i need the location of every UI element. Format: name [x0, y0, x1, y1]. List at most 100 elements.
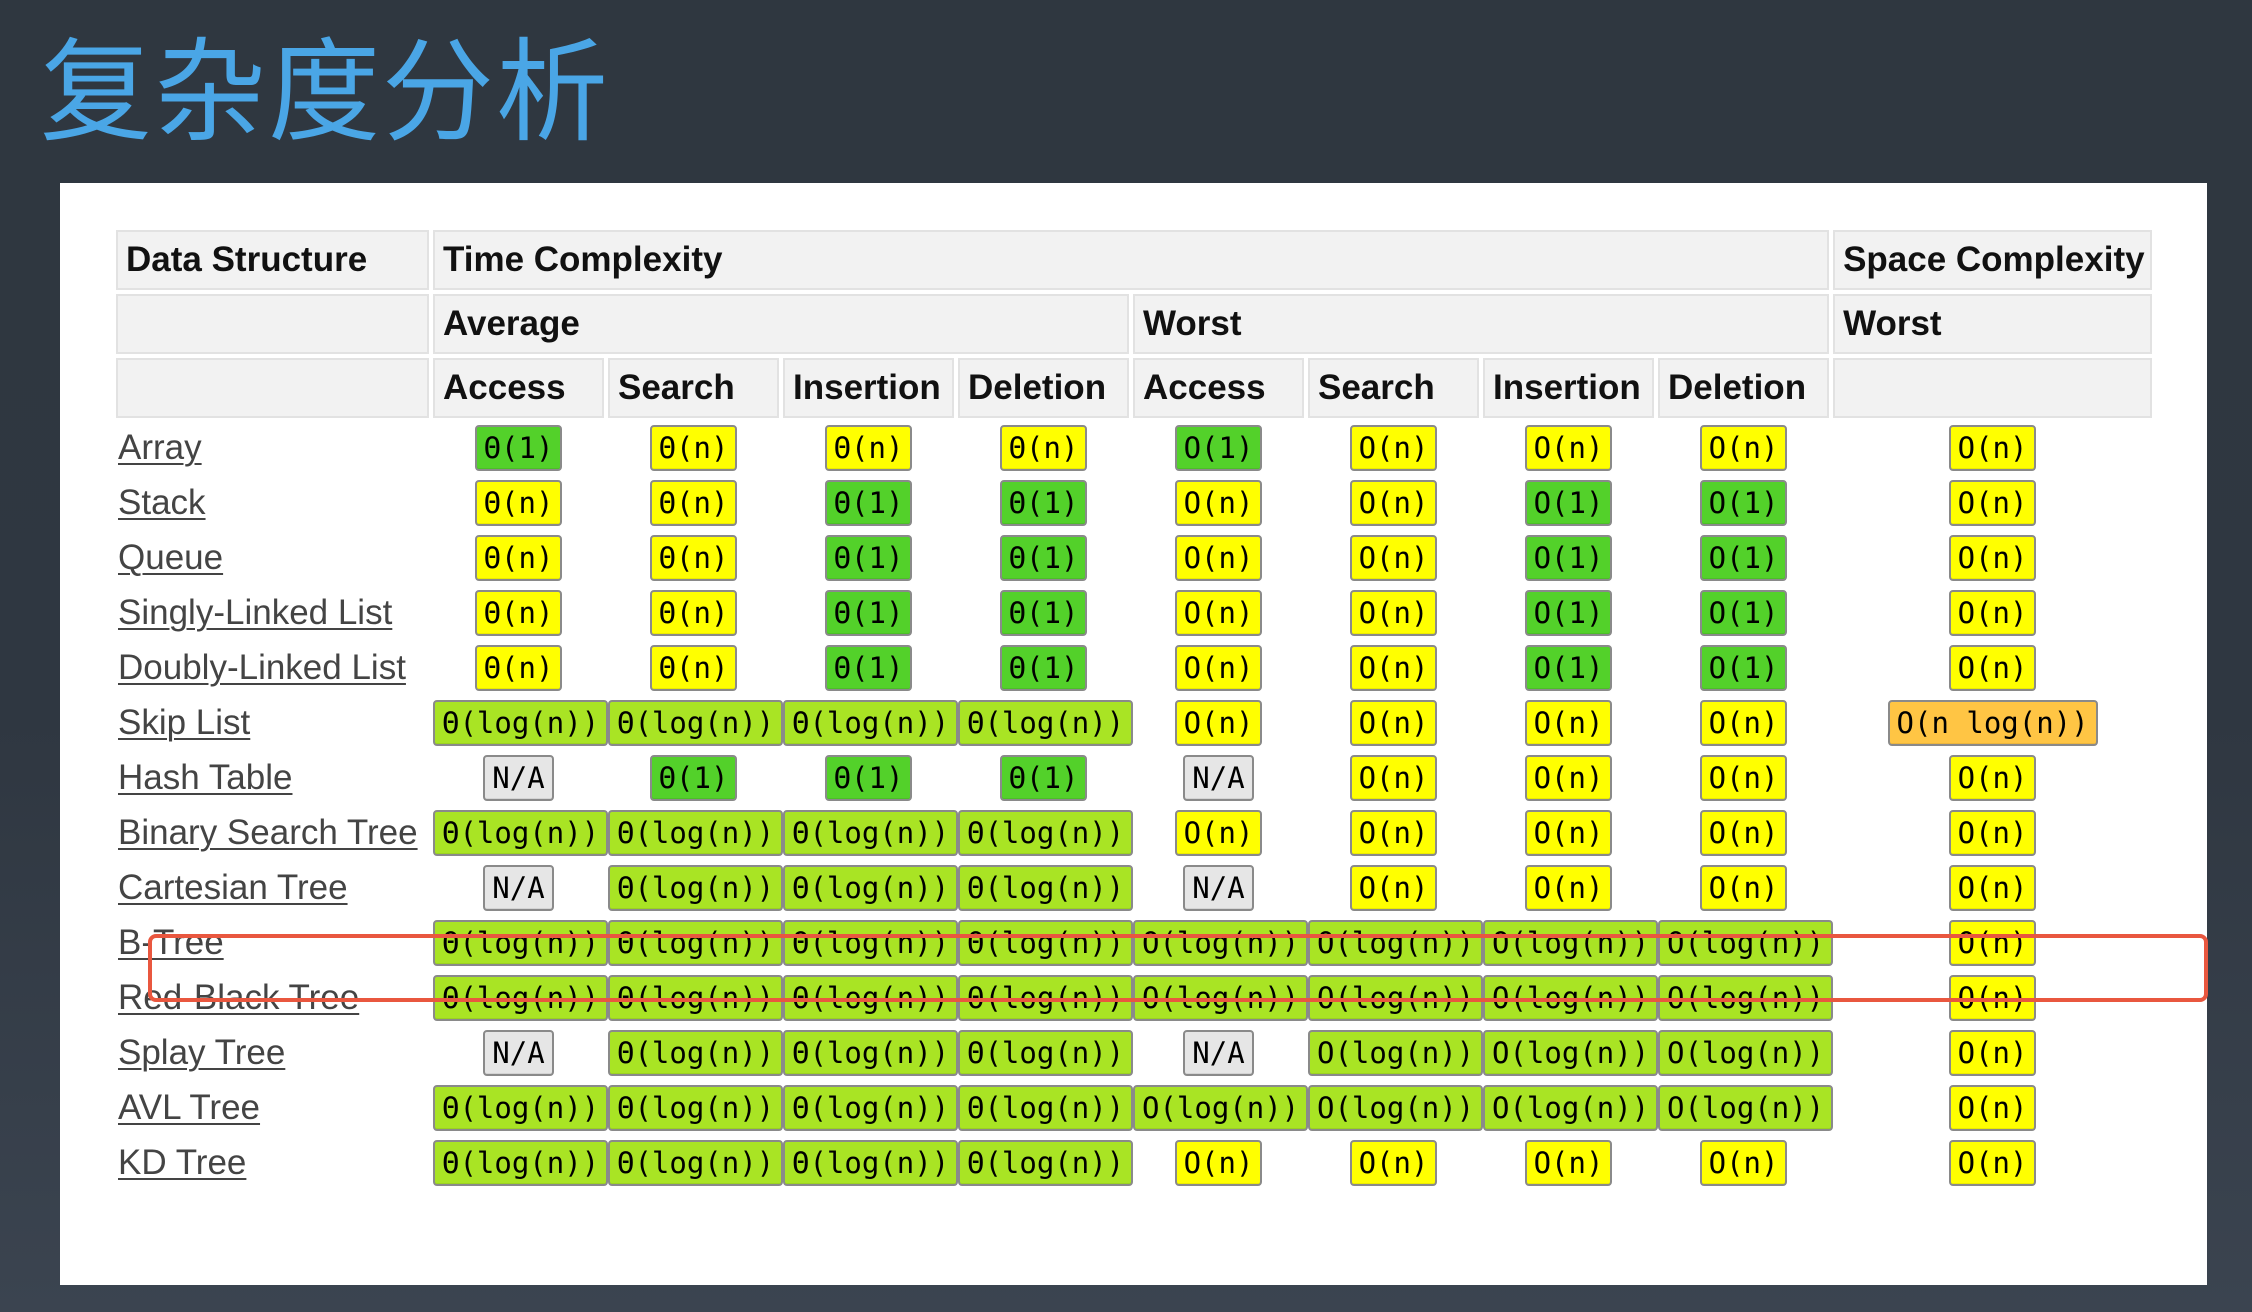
complexity-badge: O(log(n))	[1133, 1084, 1309, 1131]
data-structure-link[interactable]: Binary Search Tree	[118, 812, 418, 852]
complexity-cell: Θ(1)	[783, 642, 954, 693]
header-data-structure: Data Structure	[116, 230, 429, 290]
header-row-1: Data Structure Time Complexity Space Com…	[116, 230, 2153, 290]
complexity-badge: O(n)	[1948, 1084, 2037, 1131]
table-wrapper: Data Structure Time Complexity Space Com…	[112, 226, 2153, 1192]
complexity-badge: N/A	[483, 864, 554, 911]
complexity-cell: O(n)	[1308, 697, 1479, 748]
complexity-badge: Θ(n)	[474, 644, 563, 691]
complexity-badge: O(n)	[1349, 699, 1438, 746]
complexity-badge: O(log(n))	[1483, 974, 1659, 1021]
data-structure-link[interactable]: Stack	[118, 482, 206, 522]
complexity-cell: O(log(n))	[1658, 1082, 1834, 1133]
complexity-cell: Θ(n)	[783, 422, 954, 473]
complexity-cell: O(n)	[1483, 422, 1654, 473]
table-row: Singly-Linked List Θ(n) Θ(n) Θ(1) Θ(1) O(n) O(…	[116, 587, 2152, 638]
complexity-badge: Θ(1)	[999, 589, 1088, 636]
complexity-cell: Θ(1)	[783, 477, 954, 528]
data-structure-cell: Skip List	[116, 697, 429, 748]
complexity-badge: O(n)	[1948, 919, 2037, 966]
complexity-cell: Θ(log(n))	[958, 1082, 1134, 1133]
complexity-badge: Θ(log(n))	[433, 919, 609, 966]
data-structure-link[interactable]: Skip List	[118, 702, 251, 742]
data-structure-link[interactable]: Singly-Linked List	[118, 592, 393, 632]
complexity-badge: O(log(n))	[1483, 919, 1659, 966]
complexity-badge: Θ(n)	[474, 479, 563, 526]
complexity-cell: N/A	[433, 862, 604, 913]
data-structure-cell: B-Tree	[116, 917, 429, 968]
data-structure-link[interactable]: Red-Black Tree	[118, 977, 360, 1017]
complexity-badge: Θ(n)	[649, 424, 738, 471]
table-row: Binary Search Tree Θ(log(n)) Θ(log(n)) Θ(lo…	[116, 807, 2152, 858]
table-row: Cartesian Tree N/A Θ(log(n)) Θ(log(n)) Θ(log…	[116, 862, 2152, 913]
header-empty	[1833, 358, 2153, 418]
data-structure-cell: Queue	[116, 532, 429, 583]
complexity-badge: Θ(log(n))	[783, 1084, 959, 1131]
data-structure-link[interactable]: KD Tree	[118, 1142, 247, 1182]
complexity-cell: Θ(log(n))	[783, 917, 959, 968]
complexity-badge: O(n)	[1174, 644, 1263, 691]
data-structure-link[interactable]: AVL Tree	[118, 1087, 261, 1127]
data-structure-cell: KD Tree	[116, 1137, 429, 1188]
complexity-cell: Θ(log(n))	[783, 697, 959, 748]
complexity-cell: Θ(log(n))	[783, 807, 959, 858]
complexity-cell: O(n)	[1133, 642, 1304, 693]
data-structure-link[interactable]: Hash Table	[118, 757, 293, 797]
complexity-cell: Θ(log(n))	[783, 1027, 959, 1078]
complexity-cell: N/A	[433, 1027, 604, 1078]
table-row: Red-Black Tree Θ(log(n)) Θ(log(n)) Θ(log(n)…	[116, 972, 2152, 1023]
header-row-2: Average Worst Worst	[116, 294, 2153, 354]
complexity-badge: Θ(n)	[824, 424, 913, 471]
data-structure-cell: Singly-Linked List	[116, 587, 429, 638]
complexity-badge: N/A	[483, 754, 554, 801]
complexity-cell: O(n)	[1658, 862, 1829, 913]
complexity-badge: Θ(n)	[649, 479, 738, 526]
data-structure-cell: Hash Table	[116, 752, 429, 803]
complexity-badge: Θ(log(n))	[608, 919, 784, 966]
data-structure-link[interactable]: Cartesian Tree	[118, 867, 348, 907]
data-structure-link[interactable]: Splay Tree	[118, 1032, 286, 1072]
complexity-cell: O(log(n))	[1658, 972, 1834, 1023]
complexity-badge: O(n)	[1948, 754, 2037, 801]
table-row: Hash Table N/A Θ(1) Θ(1) Θ(1) N/A O(n) O(n) O(n)…	[116, 752, 2152, 803]
complexity-cell: Θ(log(n))	[608, 1027, 784, 1078]
header-average: Average	[433, 294, 1129, 354]
complexity-badge: O(1)	[1524, 534, 1613, 581]
header-empty	[116, 358, 429, 418]
complexity-cell: O(n)	[1483, 697, 1654, 748]
complexity-cell: O(1)	[1658, 477, 1829, 528]
complexity-badge: O(log(n))	[1133, 974, 1309, 1021]
complexity-badge: O(1)	[1699, 589, 1788, 636]
complexity-cell: Θ(1)	[783, 532, 954, 583]
data-structure-link[interactable]: B-Tree	[118, 922, 224, 962]
complexity-cell: O(1)	[1483, 477, 1654, 528]
complexity-badge: Θ(log(n))	[958, 919, 1134, 966]
complexity-cell: O(n)	[1483, 807, 1654, 858]
complexity-cell: O(n)	[1308, 862, 1479, 913]
data-structure-link[interactable]: Queue	[118, 537, 224, 577]
complexity-badge: O(log(n))	[1658, 919, 1834, 966]
data-structure-link[interactable]: Array	[118, 427, 202, 467]
complexity-cell: Θ(log(n))	[783, 1082, 959, 1133]
complexity-cell: O(n)	[1308, 477, 1479, 528]
complexity-badge: Θ(n)	[649, 644, 738, 691]
complexity-cell: O(n)	[1833, 752, 2152, 803]
data-structure-link[interactable]: Doubly-Linked List	[118, 647, 406, 687]
complexity-badge: O(n)	[1948, 589, 2037, 636]
complexity-cell: Θ(n)	[433, 532, 604, 583]
complexity-badge: O(n)	[1948, 534, 2037, 581]
complexity-cell: O(n log(n))	[1833, 697, 2152, 748]
complexity-cell: O(n)	[1483, 862, 1654, 913]
header-worst-access: Access	[1133, 358, 1304, 418]
complexity-badge: Θ(log(n))	[783, 864, 959, 911]
complexity-cell: O(log(n))	[1308, 972, 1484, 1023]
complexity-badge: O(n)	[1524, 1139, 1613, 1186]
complexity-badge: O(n)	[1174, 479, 1263, 526]
complexity-cell: O(log(n))	[1308, 1082, 1484, 1133]
complexity-badge: Θ(n)	[999, 424, 1088, 471]
complexity-badge: O(1)	[1524, 589, 1613, 636]
table-row: KD Tree Θ(log(n)) Θ(log(n)) Θ(log(n)) Θ(log(…	[116, 1137, 2152, 1188]
complexity-cell: O(n)	[1133, 697, 1304, 748]
complexity-badge: Θ(log(n))	[958, 1139, 1134, 1186]
complexity-badge: O(n)	[1699, 809, 1788, 856]
